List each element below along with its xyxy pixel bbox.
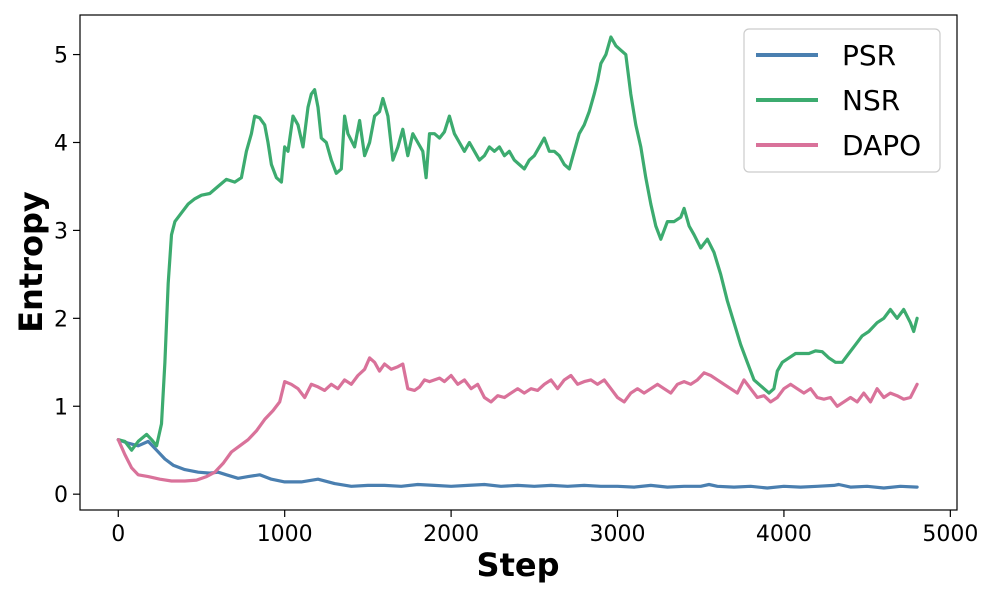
x-tick-label: 1000 bbox=[257, 522, 313, 547]
x-tick-label: 0 bbox=[111, 522, 125, 547]
series-layer bbox=[116, 35, 919, 490]
series-line-nsr bbox=[116, 35, 919, 452]
y-tick-label: 5 bbox=[54, 44, 68, 69]
legend: PSR NSR DAPO bbox=[743, 28, 941, 173]
x-tick-label: 5000 bbox=[922, 522, 978, 547]
x-axis: 0 1000 2000 3000 4000 5000 bbox=[111, 510, 978, 547]
x-tick-label: 2000 bbox=[423, 522, 479, 547]
plot-area-frame bbox=[79, 14, 958, 511]
y-tick-label: 4 bbox=[54, 131, 68, 156]
y-tick-label: 3 bbox=[54, 219, 68, 244]
x-axis-title: Step bbox=[477, 546, 560, 584]
legend-label-psr: PSR bbox=[842, 39, 896, 72]
series-line-dapo bbox=[116, 356, 919, 483]
y-tick-label: 1 bbox=[54, 395, 68, 420]
legend-label-dapo: DAPO bbox=[842, 129, 921, 162]
y-tick-label: 2 bbox=[54, 307, 68, 332]
legend-frame bbox=[743, 28, 941, 173]
y-tick-label: 0 bbox=[54, 483, 68, 508]
y-axis-title: Entropy bbox=[12, 191, 50, 333]
x-tick-label: 3000 bbox=[590, 522, 646, 547]
x-tick-label: 4000 bbox=[756, 522, 812, 547]
y-axis: 0 1 2 3 4 5 bbox=[54, 44, 80, 508]
legend-label-nsr: NSR bbox=[842, 84, 900, 117]
